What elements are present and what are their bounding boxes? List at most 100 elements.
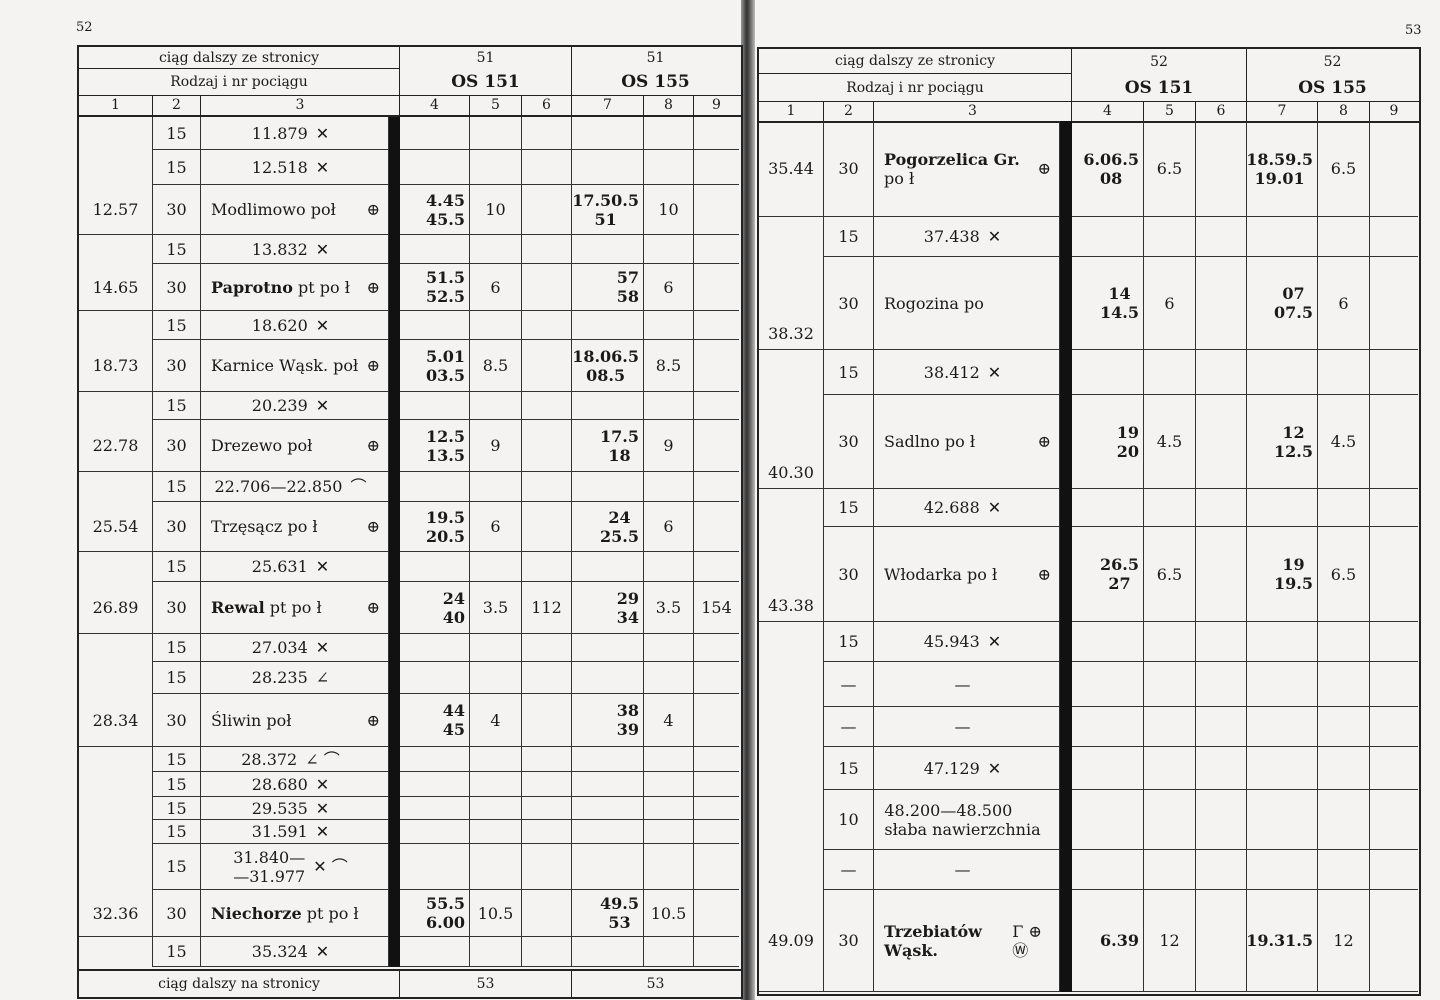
station-name: Trzęsącz po ł (211, 517, 318, 536)
km-cell: 25.54 (79, 502, 153, 552)
crossing-train-2-cell (694, 472, 739, 502)
table-row: 22.78 30 Drezewo poł ⊕ 12.5 13.5 9 17.5 18 9 (79, 420, 741, 472)
speed-cell: 30 (153, 340, 201, 392)
speed-cell: 30 (824, 395, 874, 489)
location-cell: 13.832 ✕ (201, 235, 389, 264)
arrival-departure-train-2-cell (572, 472, 644, 502)
table-row: 15 22.706—22.850 ⌒ (79, 472, 741, 502)
crossing-train-1-cell (522, 662, 572, 694)
speed-cell: 15 (153, 392, 201, 420)
km-value: 22.78 (92, 436, 139, 455)
travel-time-train-1-cell (470, 117, 522, 150)
travel-time-train-1: 9 (490, 436, 501, 455)
travel-time-train-2-cell (644, 844, 694, 890)
crossing-train-2-cell (694, 264, 739, 311)
arrival-departure-train-2: 19.31.5 (1246, 931, 1313, 950)
km-value: 40.30 (768, 463, 814, 482)
arrival-departure-train-2-cell: 29 34 (572, 582, 644, 634)
speed-value: 30 (166, 598, 187, 617)
crossing-train-2-cell: 154 (694, 582, 739, 634)
km-cell (759, 489, 824, 527)
level-crossing-icon: ✕ (315, 774, 330, 794)
travel-time-train-1-cell (470, 392, 522, 420)
arrival-departure-train-1: 4.45 45.5 (426, 190, 465, 229)
arrival-departure-train-2-cell (572, 552, 644, 582)
arrival-departure-train-2-cell (572, 150, 644, 185)
level-crossing-icon: ✕ (987, 498, 1002, 517)
crossing-train-2-cell (694, 552, 739, 582)
travel-time-train-1-cell (470, 797, 522, 820)
travel-time-train-2-cell (1318, 662, 1370, 707)
arrival-departure-train-2-cell: 18.06.5 08.5 (572, 340, 644, 392)
curve-icon: ⌒ (350, 477, 367, 496)
travel-time-train-2-cell (644, 797, 694, 820)
right-page (755, 0, 1440, 1000)
location-cell: 38.412 ✕ (874, 350, 1060, 395)
speed-value: 15 (166, 396, 187, 415)
table-row: 12.57 30 Modlimowo poł ⊕ 4.45 45.5 10 17.50.5 … (79, 185, 741, 235)
km-point: 35.324 (251, 942, 308, 961)
location-cell: Rogozina po (874, 257, 1060, 350)
crossing-train-1-cell (522, 890, 572, 937)
turnout-icon: ∠ (315, 668, 330, 687)
travel-time-train-1-cell (1144, 747, 1196, 790)
arrival-departure-train-1-cell: 4.45 45.5 (400, 185, 470, 235)
arrival-departure-train-2: 29 34 (616, 588, 639, 627)
speed-value: 15 (166, 557, 187, 576)
speed-value: — (840, 674, 857, 694)
continued-on-label: ciąg dalszy na stronicy (79, 971, 400, 997)
table-row: 15 20.239 ✕ (79, 392, 741, 420)
column-number: 6 (522, 95, 572, 115)
table-row: 15 18.620 ✕ (79, 311, 741, 340)
arrival-departure-train-1-cell: 51.5 52.5 (400, 264, 470, 311)
arrival-departure-train-1-cell (400, 311, 470, 340)
travel-time-train-2-cell (1318, 622, 1370, 662)
km-cell (759, 790, 824, 850)
speed-value: 15 (838, 362, 859, 382)
speed-value: 15 (166, 123, 187, 143)
table-row: 15 31.840— —31.977 ✕ ⌒ (79, 844, 741, 890)
arrival-departure-train-1-cell (400, 797, 470, 820)
arrival-departure-train-1-cell: 6.39 (1072, 890, 1144, 992)
crossing-train-1-cell (522, 797, 572, 820)
speed-cell: 30 (824, 121, 874, 217)
location-cell: 31.591 ✕ (201, 820, 389, 844)
travel-time-train-1-cell: 12 (1144, 890, 1196, 992)
column-number: 4 (1072, 101, 1144, 121)
crossing-train-2-cell (694, 150, 739, 185)
location-cell: Paprotno pt po ł ⊕ (201, 264, 389, 311)
arrival-departure-train-2-cell (1247, 707, 1318, 747)
location-cell: 28.680 ✕ (201, 772, 389, 797)
crossing-train-2-cell (1370, 257, 1418, 350)
table-row: 49.09 30 Trzebiatów Wąsk. Γ ⊕ Ⓦ 6.39 12 19.31.… (759, 890, 1419, 992)
travel-time-train-1-cell (470, 662, 522, 694)
location-cell: Śliwin poł ⊕ (201, 694, 389, 747)
arrival-departure-train-2-cell: 19 19.5 (1247, 527, 1318, 622)
arrival-departure-train-1-cell: 24 40 (400, 582, 470, 634)
table-footer: ciąg dalszy na stronicy 53 53 (79, 969, 741, 997)
travel-time-train-1: 6.5 (1156, 159, 1183, 178)
speed-value: 15 (166, 668, 187, 687)
travel-time-train-2-cell (644, 820, 694, 844)
travel-time-train-2: 4.5 (1330, 432, 1357, 451)
speed-value: 30 (838, 432, 859, 451)
crossing-train-1-cell (522, 552, 572, 582)
km-point: 42.688 (923, 498, 980, 517)
level-crossing-icon: ✕ (315, 123, 330, 143)
level-crossing-icon: ✕ (315, 638, 330, 657)
arrival-departure-train-1-cell (1072, 662, 1144, 707)
arrival-departure-train-1: 6.06.5 08 (1083, 149, 1139, 188)
arrival-departure-train-1-cell (400, 235, 470, 264)
speed-value: 15 (838, 632, 859, 651)
speed-value: 30 (166, 436, 187, 455)
table-row: — — (759, 707, 1419, 747)
location-cell: — (874, 707, 1060, 747)
travel-time-train-1-cell (470, 150, 522, 185)
km-point: 45.943 (923, 632, 980, 651)
speed-cell: 15 (153, 797, 201, 820)
location-cell: 28.235 ∠ (201, 662, 389, 694)
table-row: — — (759, 850, 1419, 890)
travel-time-train-1: 8.5 (482, 356, 509, 375)
km-cell (79, 392, 153, 420)
km-cell (79, 937, 153, 967)
